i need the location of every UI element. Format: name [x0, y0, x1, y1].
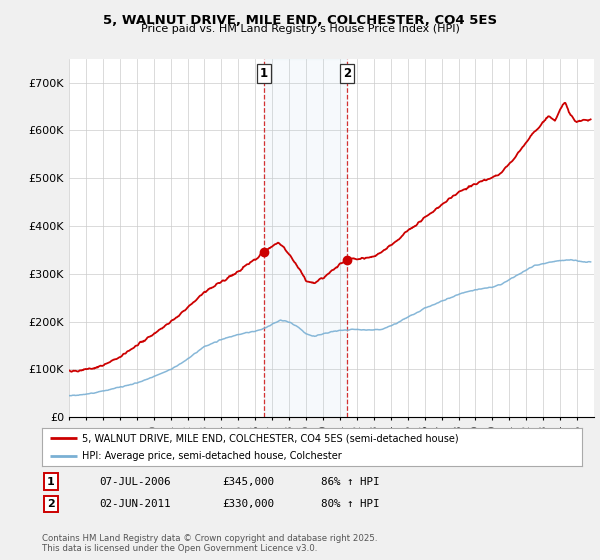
Text: 1: 1 — [47, 477, 55, 487]
Text: 02-JUN-2011: 02-JUN-2011 — [99, 499, 170, 509]
Text: 1: 1 — [260, 67, 268, 80]
Text: HPI: Average price, semi-detached house, Colchester: HPI: Average price, semi-detached house,… — [83, 451, 342, 461]
Text: 5, WALNUT DRIVE, MILE END, COLCHESTER, CO4 5ES: 5, WALNUT DRIVE, MILE END, COLCHESTER, C… — [103, 14, 497, 27]
Text: £345,000: £345,000 — [222, 477, 274, 487]
Text: 86% ↑ HPI: 86% ↑ HPI — [321, 477, 380, 487]
Text: £330,000: £330,000 — [222, 499, 274, 509]
Bar — [264, 59, 347, 417]
Text: Price paid vs. HM Land Registry's House Price Index (HPI): Price paid vs. HM Land Registry's House … — [140, 24, 460, 34]
Text: 07-JUL-2006: 07-JUL-2006 — [99, 477, 170, 487]
Text: 5, WALNUT DRIVE, MILE END, COLCHESTER, CO4 5ES (semi-detached house): 5, WALNUT DRIVE, MILE END, COLCHESTER, C… — [83, 433, 459, 443]
Text: 2: 2 — [343, 67, 351, 80]
Text: 2: 2 — [47, 499, 55, 509]
Text: Contains HM Land Registry data © Crown copyright and database right 2025.
This d: Contains HM Land Registry data © Crown c… — [42, 534, 377, 553]
Text: 80% ↑ HPI: 80% ↑ HPI — [321, 499, 380, 509]
